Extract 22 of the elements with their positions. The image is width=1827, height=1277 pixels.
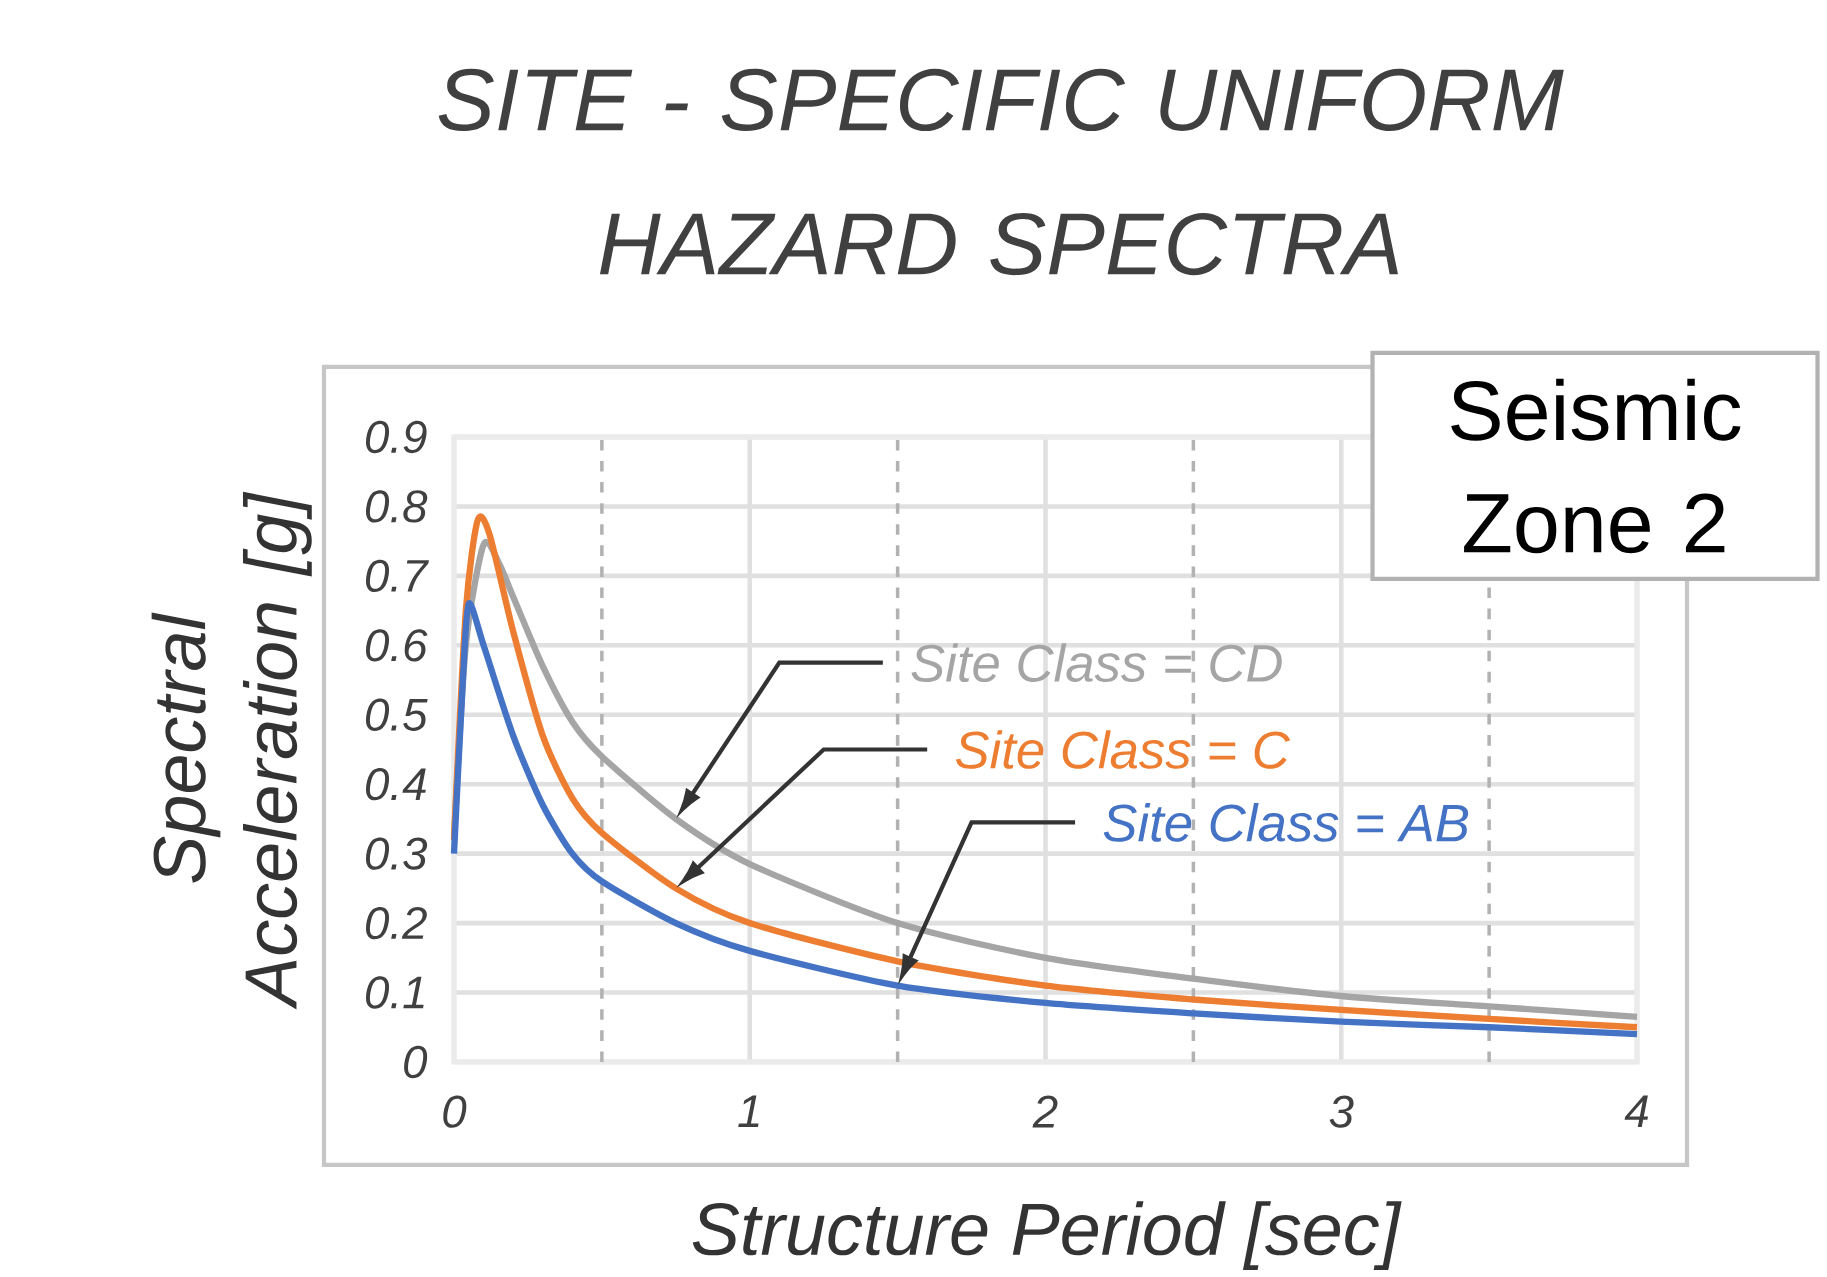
y-tick-label: 0.4 [365, 768, 426, 801]
x-tick-label: 1 [738, 1095, 759, 1127]
y-tick-label: 0.2 [365, 906, 427, 940]
y-tick-label: 0.9 [365, 420, 427, 454]
y-tick-label: 0.8 [365, 490, 428, 523]
x-axis-title: Structure Period [sec] [692, 1201, 1402, 1270]
chart-title: SITE - SPECIFIC UNIFORM HAZARD SPECTRA [438, 68, 1564, 276]
text: Site Class = AB [1103, 803, 1469, 842]
x-tick-label: 0 [443, 1095, 467, 1128]
y-tick-label: 0.3 [365, 837, 428, 870]
y-tick-label: 0.1 [365, 976, 424, 1009]
y-axis-title: Spectral Acceleration [g] [151, 491, 312, 1010]
y-tick-label: 0.6 [365, 629, 428, 662]
y-tick-label: 0.7 [365, 559, 429, 593]
x-tick-label: 4 [1624, 1095, 1648, 1127]
x-tick-label: 2 [1032, 1095, 1058, 1128]
x-tick-label: 3 [1329, 1095, 1354, 1128]
text: Site Class = C [955, 730, 1291, 769]
y-tick-label: 0 [404, 1045, 428, 1079]
annotation: Seismic Zone 2 [1451, 378, 1741, 554]
text: Site Class = CD [911, 643, 1282, 683]
y-tick-label: 0.5 [365, 698, 428, 731]
